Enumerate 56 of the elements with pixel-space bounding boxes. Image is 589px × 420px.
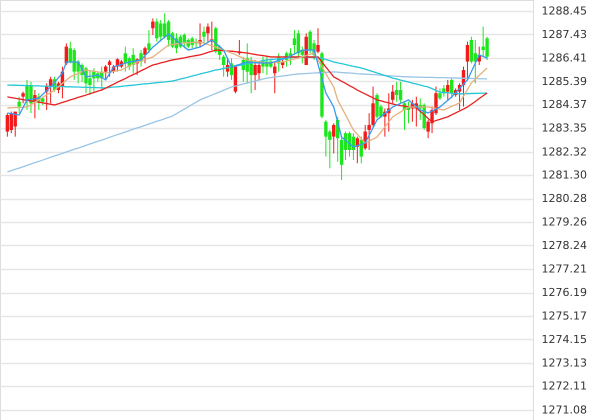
line-series bbox=[6, 71, 488, 173]
y-tick-label: 1272.11 bbox=[542, 380, 587, 393]
candlestick bbox=[485, 36, 489, 60]
candlestick bbox=[450, 78, 454, 99]
candlestick bbox=[481, 26, 485, 58]
y-tick-label: 1287.43 bbox=[542, 28, 587, 41]
candlestick bbox=[273, 61, 276, 94]
y-tick-label: 1282.32 bbox=[542, 145, 587, 158]
y-tick-label: 1273.13 bbox=[542, 356, 587, 370]
candlestick bbox=[88, 70, 92, 96]
candlestick bbox=[446, 79, 450, 100]
y-tick-label: 1286.41 bbox=[542, 51, 587, 64]
candlestick bbox=[124, 46, 128, 72]
y-tick-label: 1285.39 bbox=[542, 74, 587, 88]
candlestick bbox=[10, 111, 13, 134]
candlestick bbox=[352, 132, 356, 161]
candlestick bbox=[64, 42, 68, 66]
candlestick bbox=[159, 19, 162, 42]
y-tick-label: 1281.30 bbox=[542, 168, 587, 182]
candlestick bbox=[147, 30, 151, 54]
y-tick-label: 1271.08 bbox=[542, 403, 587, 416]
candlestick bbox=[108, 59, 112, 78]
y-tick-label: 1275.17 bbox=[542, 309, 587, 322]
candlestick bbox=[14, 111, 17, 138]
candlestick bbox=[104, 64, 108, 80]
candlestick bbox=[470, 36, 474, 64]
y-tick-label: 1280.28 bbox=[542, 192, 587, 206]
candlestick bbox=[17, 96, 21, 114]
candlestick bbox=[206, 22, 210, 42]
candlestick bbox=[6, 112, 10, 138]
y-tick-label: 1276.19 bbox=[542, 286, 587, 300]
candlestick bbox=[296, 30, 300, 58]
candlestick bbox=[292, 30, 296, 56]
y-tick-label: 1283.35 bbox=[542, 122, 587, 135]
candlestick bbox=[257, 61, 261, 80]
candlestick bbox=[466, 41, 470, 80]
candlestick bbox=[155, 18, 158, 42]
candlestick bbox=[360, 136, 363, 164]
candlestick bbox=[398, 81, 402, 104]
candlestick bbox=[438, 88, 442, 100]
y-tick-label: 1278.24 bbox=[542, 238, 587, 252]
candlestick bbox=[162, 12, 166, 39]
candlestick bbox=[332, 122, 336, 154]
candlestick bbox=[253, 59, 257, 91]
y-tick-label: 1274.15 bbox=[542, 332, 587, 346]
candlestick bbox=[21, 91, 25, 104]
candlestick bbox=[166, 19, 170, 48]
y-tick-label: 1288.45 bbox=[542, 4, 587, 18]
candlestick bbox=[324, 119, 328, 158]
y-tick-label: 1277.21 bbox=[542, 262, 587, 276]
candlestick bbox=[48, 76, 52, 104]
candlestick bbox=[151, 18, 155, 36]
candlestick bbox=[394, 81, 398, 102]
y-tick-label: 1284.37 bbox=[542, 98, 587, 112]
y-tick-label: 1279.26 bbox=[542, 216, 587, 229]
candlestick bbox=[222, 54, 226, 78]
